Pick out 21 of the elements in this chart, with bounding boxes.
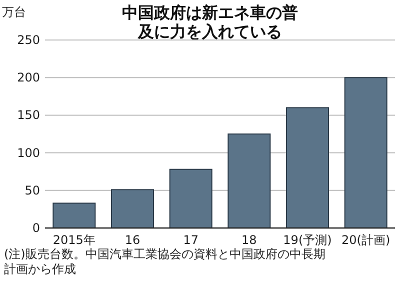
chart-title: 中国政府は新エネ車の普及に力を入れている bbox=[122, 3, 298, 41]
y-tick-label: 100 bbox=[17, 146, 40, 160]
y-tick-label: 0 bbox=[32, 221, 40, 235]
x-tick-label: 17 bbox=[183, 233, 198, 247]
y-tick-label: 150 bbox=[17, 108, 40, 122]
x-tick-label: 18 bbox=[242, 233, 257, 247]
x-tick-label: 16 bbox=[124, 233, 140, 247]
bar bbox=[169, 168, 212, 228]
y-tick-label: 200 bbox=[17, 70, 40, 85]
bar bbox=[111, 189, 154, 228]
x-tick-label: 20(計画) bbox=[342, 233, 390, 247]
x-tick-label: 19(予測) bbox=[283, 233, 332, 247]
bar bbox=[344, 77, 388, 228]
y-tick-label: 50 bbox=[24, 183, 40, 198]
bar bbox=[52, 202, 96, 228]
y-axis-title: 万台 bbox=[2, 5, 26, 19]
y-tick-label: 250 bbox=[17, 33, 40, 47]
bar bbox=[286, 107, 329, 228]
bar bbox=[228, 134, 271, 228]
text: (注)販売台数。中国汽車工業協会の資料と中国政府の中長期計画から作成 bbox=[4, 247, 326, 276]
x-tick-label: 2015年 bbox=[52, 233, 96, 247]
